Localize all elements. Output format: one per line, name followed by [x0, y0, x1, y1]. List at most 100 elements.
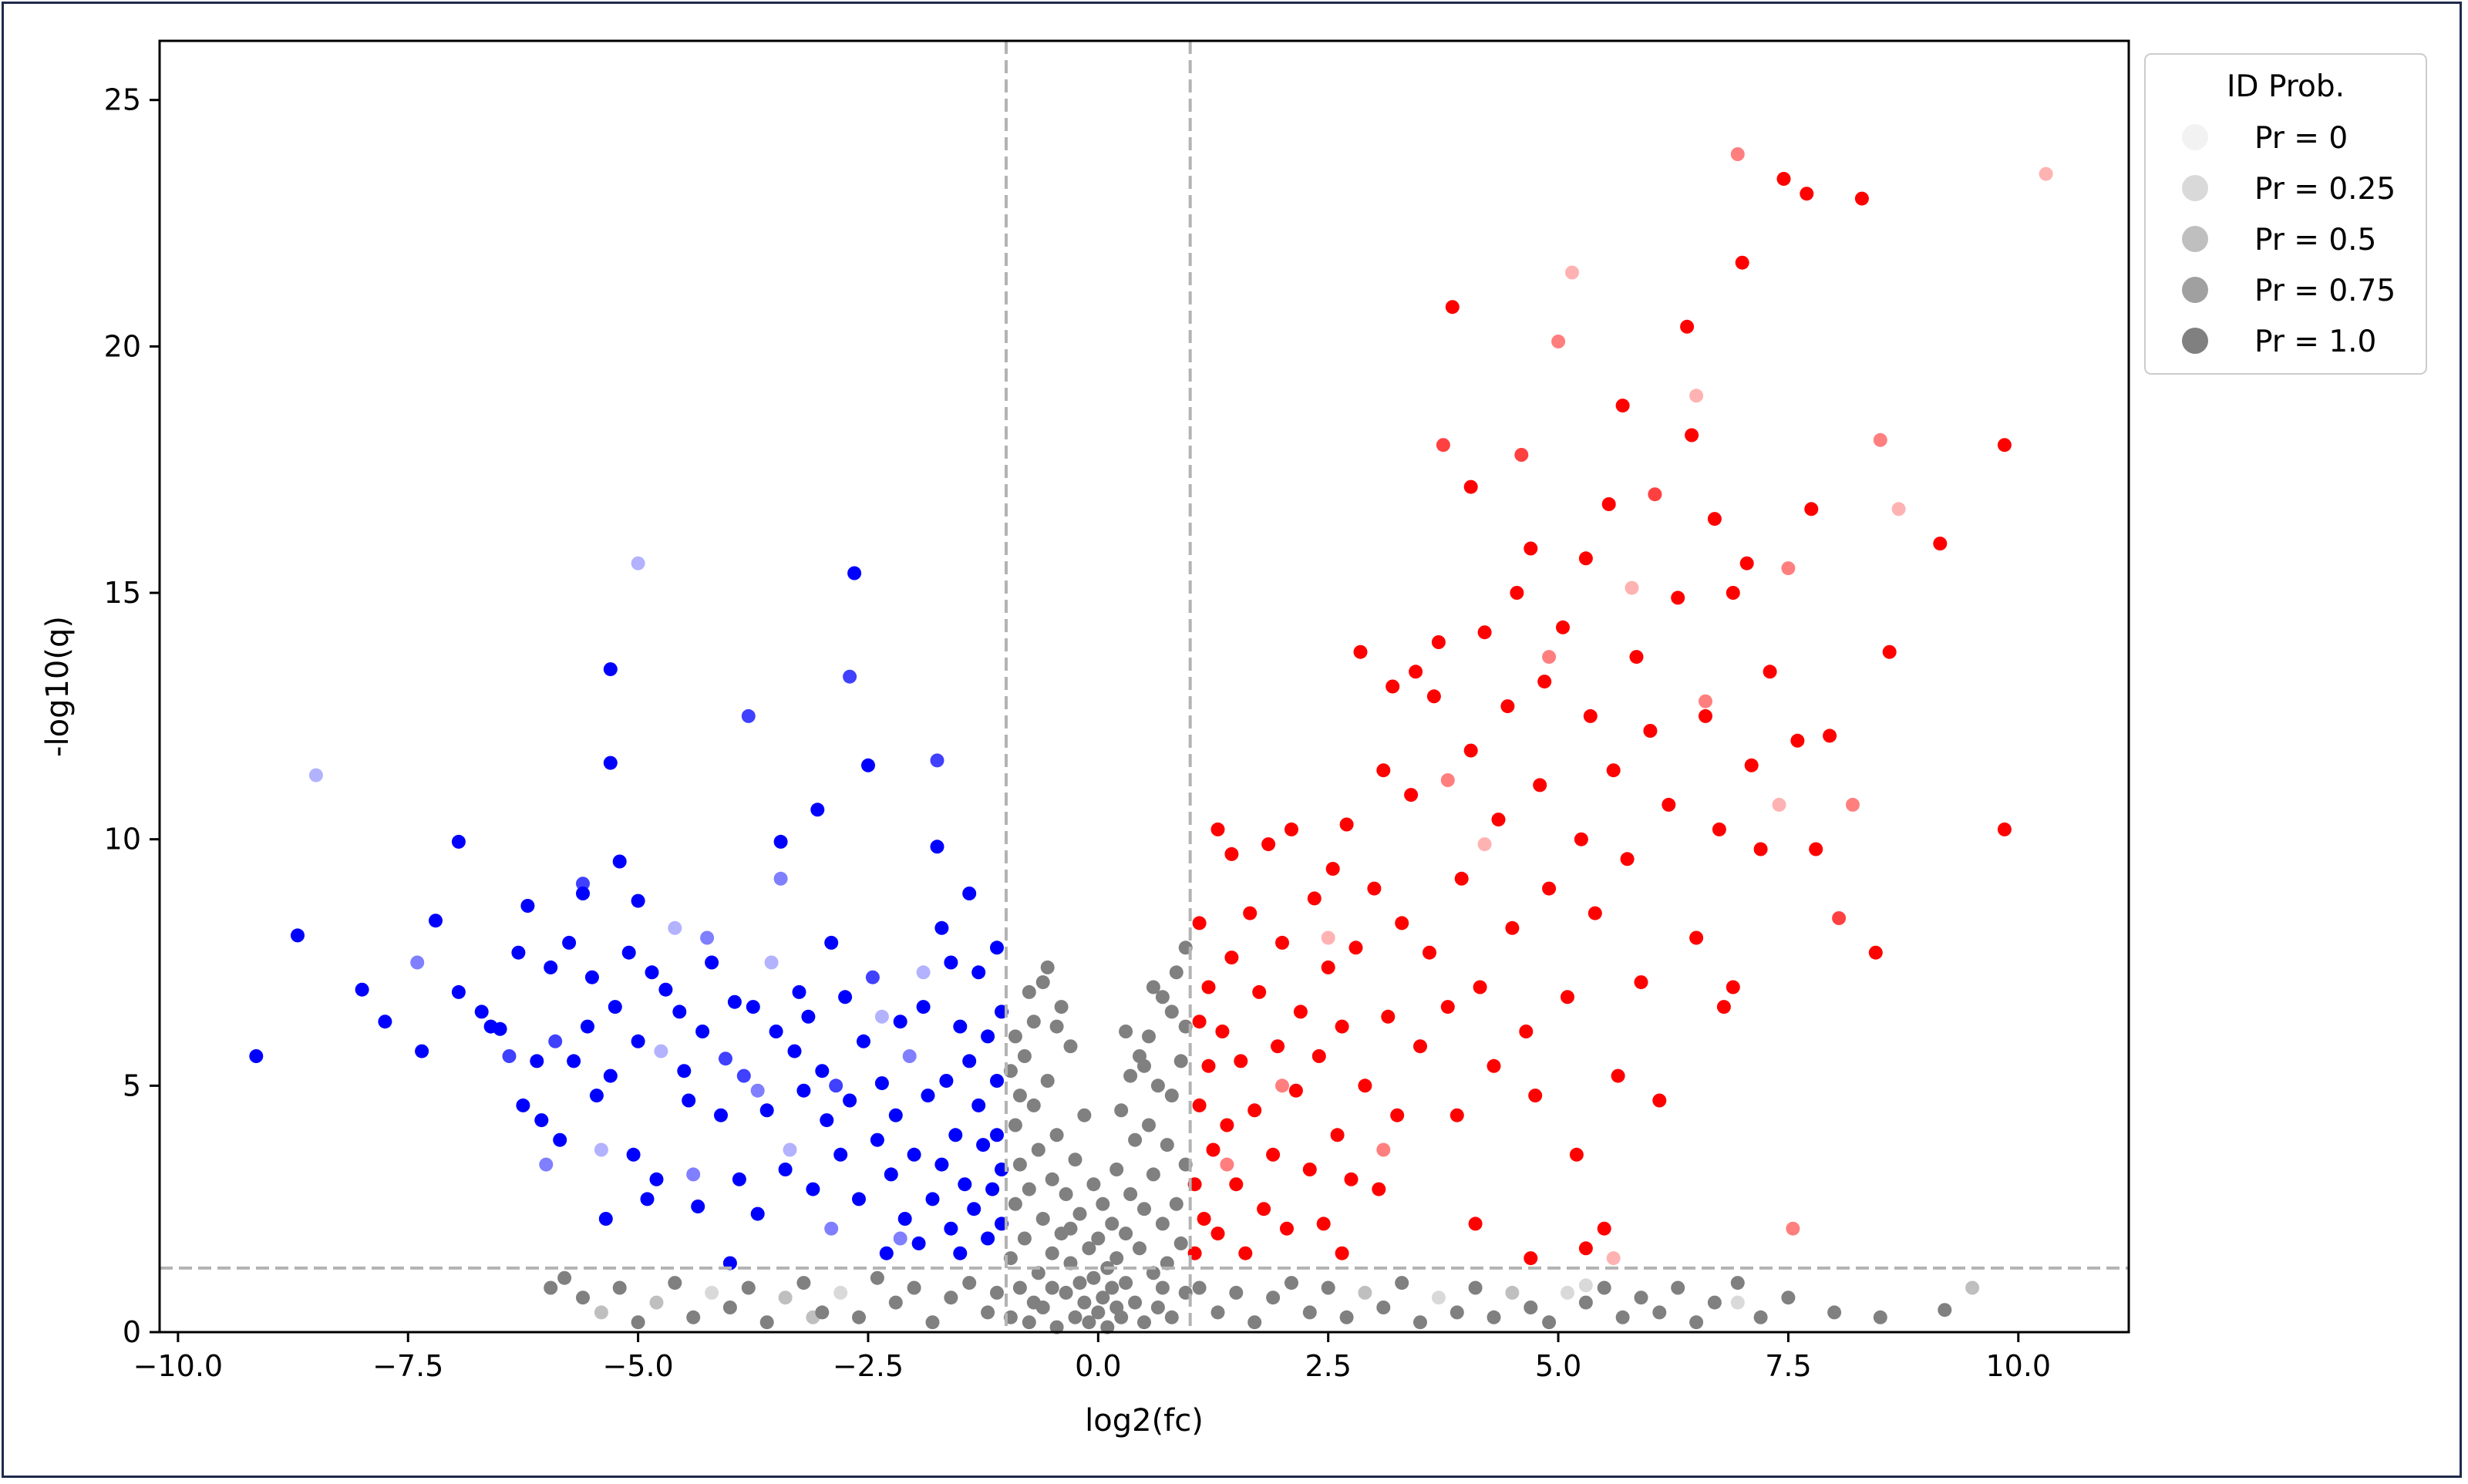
point-up-45 [1372, 1182, 1386, 1196]
point-down-53 [719, 1052, 732, 1066]
point-down-10 [474, 1004, 489, 1019]
point-not_significant-9 [1022, 1182, 1036, 1196]
point-not_significant-45 [1105, 1280, 1120, 1295]
point-down-132 [750, 1083, 765, 1098]
x-axis: −10.0 −7.5 −5.0 −2.5 0.0 2.5 5.0 7.5 10.0 [133, 1332, 2051, 1383]
point-up-77 [1537, 675, 1552, 689]
point-not_significant-66 [1155, 1216, 1170, 1231]
point-up-121 [1804, 502, 1819, 517]
point-down-64 [773, 834, 788, 849]
point-down-101 [934, 920, 949, 935]
point-up-51 [1404, 788, 1419, 803]
point-not_significant-104 [722, 1301, 737, 1314]
legend: ID Prob. Pr = 0 Pr = 0.25 Pr = 0.5 Pr = 0.7… [2144, 53, 2427, 375]
point-down-69 [796, 1083, 811, 1098]
point-down-119 [990, 941, 1004, 955]
point-down-33 [612, 854, 627, 869]
point-down-45 [677, 1064, 692, 1079]
point-down-8 [451, 834, 466, 849]
point-not_significant-128 [1339, 1310, 1354, 1324]
point-not_significant-101 [668, 1276, 682, 1291]
point-not_significant-13 [1031, 1142, 1045, 1157]
point-up-37 [1335, 1246, 1349, 1260]
point-not_significant-68 [1160, 1138, 1174, 1153]
point-down-117 [981, 1029, 995, 1044]
point-down-102 [934, 1157, 949, 1172]
point-down-85 [865, 970, 880, 984]
point-up-83 [1569, 1147, 1584, 1162]
point-up-89 [1601, 497, 1616, 511]
point-up-106 [1707, 512, 1722, 527]
point-not_significant-127 [1321, 1280, 1335, 1295]
point-down-37 [631, 893, 645, 908]
point-up-120 [1800, 187, 1814, 201]
point-not_significant-149 [1730, 1276, 1745, 1291]
point-not_significant-94 [1155, 1280, 1170, 1295]
point-up-105 [1699, 708, 1712, 723]
point-not_significant-24 [1059, 1285, 1073, 1300]
point-down-65 [773, 871, 788, 886]
x-tick-label: −5.0 [602, 1349, 673, 1383]
point-not_significant-38 [1091, 1305, 1106, 1320]
x-tick-label: −2.5 [833, 1349, 904, 1383]
point-down-55 [727, 994, 742, 1009]
point-not_significant-118 [981, 1305, 995, 1320]
point-down-41 [649, 1172, 664, 1186]
point-up-79 [1551, 335, 1566, 348]
point-up-44 [1367, 881, 1382, 896]
point-up-132 [1997, 822, 2012, 836]
point-down-18 [544, 960, 558, 974]
point-down-125 [594, 1142, 608, 1157]
y-axis-title: -log10(q) [40, 616, 76, 757]
point-up-99 [1662, 797, 1676, 812]
point-up-131 [1997, 438, 2012, 453]
point-down-60 [750, 1206, 765, 1221]
point-down-35 [626, 1147, 641, 1162]
point-not_significant-40 [1096, 1291, 1110, 1305]
point-up-62 [1463, 743, 1478, 758]
point-up-96 [1643, 724, 1658, 738]
point-up-88 [1597, 1221, 1611, 1236]
point-up-39 [1339, 817, 1354, 832]
point-up-42 [1353, 644, 1368, 659]
point-up-60 [1449, 1108, 1464, 1122]
point-not_significant-156 [1730, 1295, 1745, 1310]
point-up-80 [1556, 620, 1570, 634]
point-up-74 [1524, 541, 1538, 556]
point-not_significant-153 [1873, 1310, 1887, 1324]
point-down-16 [530, 1054, 544, 1068]
point-up-36 [1330, 1128, 1345, 1142]
point-not_significant-18 [1045, 1246, 1059, 1260]
point-not_significant-73 [1169, 965, 1183, 980]
point-down-107 [953, 1019, 968, 1034]
point-down-30 [603, 662, 618, 677]
point-not_significant-51 [1119, 1276, 1133, 1291]
point-down-111 [962, 1054, 977, 1068]
point-not_significant-58 [1137, 1315, 1151, 1330]
point-not_significant-85 [1049, 1019, 1064, 1034]
point-up-85 [1578, 551, 1593, 566]
point-down-47 [686, 1167, 701, 1182]
point-down-77 [833, 1147, 848, 1162]
point-up-144 [1606, 1251, 1621, 1266]
point-not_significant-87 [1137, 1058, 1151, 1073]
legend-marker [2182, 277, 2208, 303]
point-up-76 [1533, 778, 1547, 792]
point-not_significant-6 [1017, 1049, 1032, 1063]
point-up-24 [1271, 1039, 1285, 1054]
point-not_significant-150 [1753, 1310, 1768, 1324]
point-down-121 [990, 1128, 1004, 1142]
legend-marker [2182, 226, 2208, 252]
point-up-134 [1220, 1157, 1234, 1172]
point-not_significant-158 [544, 1280, 558, 1295]
point-up-46 [1376, 763, 1391, 778]
point-up-16 [1234, 1054, 1248, 1068]
point-not_significant-116 [944, 1291, 958, 1305]
point-down-92 [897, 1212, 912, 1226]
point-not_significant-91 [1063, 1221, 1078, 1236]
point-up-33 [1316, 1216, 1331, 1231]
point-not_significant-72 [1169, 1196, 1183, 1211]
point-up-50 [1395, 916, 1409, 930]
point-up-48 [1386, 679, 1400, 694]
point-up-25 [1275, 935, 1289, 950]
